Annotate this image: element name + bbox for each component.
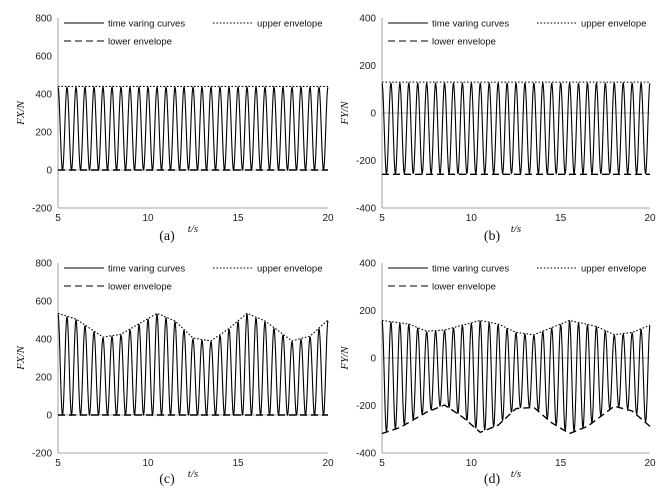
x-axis-label: t/s — [511, 468, 521, 480]
legend-entry: lower envelope — [432, 37, 496, 48]
x-axis-label: t/s — [188, 223, 198, 235]
x-tick-label: 15 — [555, 213, 567, 224]
y-tick-label: -200 — [32, 449, 52, 460]
legend: time varing curves upper envelope lower en… — [64, 19, 323, 48]
panel-caption: (a) — [159, 229, 175, 244]
legend-entry: lower envelope — [108, 37, 172, 48]
y-tick-label: 200 — [35, 128, 52, 139]
y-tick-label: 0 — [46, 166, 52, 177]
panel-caption: (d) — [484, 472, 501, 487]
panel-caption: (b) — [484, 229, 501, 244]
x-tick-label: 15 — [232, 458, 244, 469]
y-tick-label: 400 — [35, 90, 52, 101]
y-tick-label: 600 — [35, 297, 52, 308]
x-axis-label: t/s — [188, 468, 198, 480]
y-tick-label: 400 — [359, 259, 376, 270]
y-tick-label: 800 — [35, 14, 52, 25]
legend-entry: upper envelope — [257, 264, 323, 275]
series-time-varing-curves — [381, 82, 651, 175]
legend: time varing curves upper envelope lower en… — [388, 264, 647, 293]
legend: time varing curves upper envelope lower en… — [64, 264, 323, 293]
y-tick-label: 0 — [370, 109, 376, 120]
y-tick-label: -200 — [356, 401, 376, 412]
legend-entry: upper envelope — [257, 19, 323, 30]
series-upper-envelope — [57, 312, 329, 342]
series-time-varing-curves — [57, 312, 329, 417]
x-tick-label: 5 — [55, 213, 61, 224]
legend-entry: lower envelope — [432, 282, 496, 293]
series-upper-envelope — [381, 319, 651, 336]
legend-entry: upper envelope — [581, 19, 647, 30]
chart-panel-c: -200 0 200 400 600 800 5 10 15 20 t/s FX/N time vari… — [15, 259, 334, 488]
legend-entry: time varing curves — [108, 19, 185, 30]
y-tick-label: 200 — [359, 306, 376, 317]
chart-panel-d: -400 -200 0 200 400 5 10 15 20 t/s FY/N time varing… — [339, 259, 656, 488]
x-tick-label: 10 — [142, 458, 154, 469]
y-tick-label: 0 — [46, 411, 52, 422]
y-tick-label: -200 — [356, 156, 376, 167]
x-tick-label: 5 — [55, 458, 61, 469]
legend-entry: time varing curves — [432, 19, 509, 30]
series-time-varing-curves — [57, 86, 329, 172]
y-tick-label: -400 — [356, 204, 376, 215]
legend-entry: time varing curves — [108, 264, 185, 275]
x-tick-label: 10 — [142, 213, 154, 224]
series-lower-envelope — [381, 404, 651, 435]
chart-panel-a: -200 0 200 400 600 800 5 10 15 20 t/s FX/N time vari… — [15, 14, 334, 245]
x-tick-label: 20 — [644, 458, 656, 469]
x-tick-label: 15 — [232, 213, 244, 224]
y-tick-label: 0 — [370, 354, 376, 365]
y-tick-label: -400 — [356, 449, 376, 460]
y-tick-label: 200 — [359, 61, 376, 72]
legend-entry: time varing curves — [432, 264, 509, 275]
y-tick-label: 400 — [35, 335, 52, 346]
y-tick-label: 800 — [35, 259, 52, 270]
x-tick-label: 5 — [379, 458, 385, 469]
y-tick-label: -200 — [32, 204, 52, 215]
y-axis-label: FY/N — [339, 346, 351, 371]
x-tick-label: 20 — [322, 458, 334, 469]
chart-panel-b: -400 -200 0 200 400 5 10 15 20 t/s FY/N time varing… — [339, 14, 656, 245]
y-axis-label: FX/N — [15, 100, 27, 125]
x-tick-label: 20 — [322, 213, 334, 224]
x-tick-label: 15 — [555, 458, 567, 469]
y-tick-label: 400 — [359, 14, 376, 25]
legend-entry: upper envelope — [581, 264, 647, 275]
panel-caption: (c) — [159, 472, 175, 487]
x-tick-label: 10 — [466, 458, 478, 469]
series-time-varing-curves — [381, 319, 651, 433]
x-tick-label: 5 — [379, 213, 385, 224]
y-tick-label: 600 — [35, 52, 52, 63]
legend-entry: lower envelope — [108, 282, 172, 293]
x-tick-label: 20 — [644, 213, 656, 224]
y-tick-label: 200 — [35, 373, 52, 384]
x-tick-label: 10 — [466, 213, 478, 224]
y-axis-label: FX/N — [15, 345, 27, 370]
x-axis-label: t/s — [511, 223, 521, 235]
legend: time varing curves upper envelope lower en… — [388, 19, 647, 48]
y-axis-label: FY/N — [339, 101, 351, 126]
